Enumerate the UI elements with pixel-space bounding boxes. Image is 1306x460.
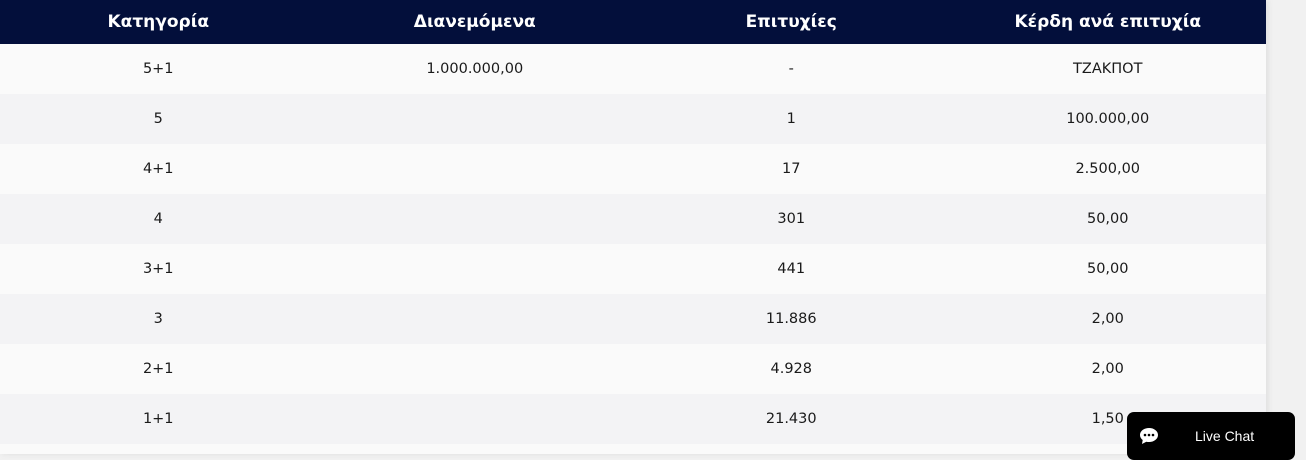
- cell-winners: 4.928: [633, 344, 950, 394]
- header-prize-per-winner: Κέρδη ανά επιτυχία: [949, 0, 1266, 44]
- table-row: 4+1 17 2.500,00: [0, 144, 1266, 194]
- cell-distributed: [316, 344, 633, 394]
- cell-category: 2+1: [0, 344, 317, 394]
- cell-category: 4: [0, 194, 317, 244]
- cell-category: 5: [0, 94, 317, 144]
- header-distributed: Διανεμόμενα: [316, 0, 633, 44]
- cell-prize: 2.500,00: [949, 144, 1266, 194]
- cell-winners: 301: [633, 194, 950, 244]
- cell-prize: 50,00: [949, 244, 1266, 294]
- cell-prize: 100.000,00: [949, 94, 1266, 144]
- cell-distributed: [316, 144, 633, 194]
- cell-winners: -: [633, 44, 950, 94]
- header-winners: Επιτυχίες: [633, 0, 950, 44]
- table-row: 1+1 21.430 1,50: [0, 394, 1266, 444]
- chat-bubble-icon: [1139, 427, 1159, 448]
- cell-category: 4+1: [0, 144, 317, 194]
- cell-category: 3: [0, 294, 317, 344]
- cell-winners: 17: [633, 144, 950, 194]
- cell-distributed: [316, 94, 633, 144]
- cell-prize: ΤΖΑΚΠΟΤ: [949, 44, 1266, 94]
- table-header-row: Κατηγορία Διανεμόμενα Επιτυχίες Κέρδη αν…: [0, 0, 1266, 44]
- cell-prize: 2,00: [949, 344, 1266, 394]
- header-category: Κατηγορία: [0, 0, 317, 44]
- cell-winners: 1: [633, 94, 950, 144]
- table-row: 4 301 50,00: [0, 194, 1266, 244]
- cell-prize: 2,00: [949, 294, 1266, 344]
- cell-distributed: 1.000.000,00: [316, 44, 633, 94]
- cell-category: 5+1: [0, 44, 317, 94]
- prize-table: Κατηγορία Διανεμόμενα Επιτυχίες Κέρδη αν…: [0, 0, 1266, 444]
- cell-winners: 441: [633, 244, 950, 294]
- live-chat-button[interactable]: Live Chat: [1127, 412, 1295, 460]
- cell-distributed: [316, 194, 633, 244]
- table-row: 2+1 4.928 2,00: [0, 344, 1266, 394]
- cell-distributed: [316, 394, 633, 444]
- table-row: 3+1 441 50,00: [0, 244, 1266, 294]
- cell-distributed: [316, 244, 633, 294]
- table-row: 5+1 1.000.000,00- ΤΖΑΚΠΟΤ: [0, 44, 1266, 94]
- cell-prize: 50,00: [949, 194, 1266, 244]
- cell-category: 3+1: [0, 244, 317, 294]
- table-row: 5 1 100.000,00: [0, 94, 1266, 144]
- cell-category: 1+1: [0, 394, 317, 444]
- results-table-container: Κατηγορία Διανεμόμενα Επιτυχίες Κέρδη αν…: [0, 0, 1266, 444]
- cell-distributed: [316, 294, 633, 344]
- cell-winners: 11.886: [633, 294, 950, 344]
- live-chat-label: Live Chat: [1195, 428, 1255, 444]
- cell-winners: 21.430: [633, 394, 950, 444]
- table-row: 3 11.886 2,00: [0, 294, 1266, 344]
